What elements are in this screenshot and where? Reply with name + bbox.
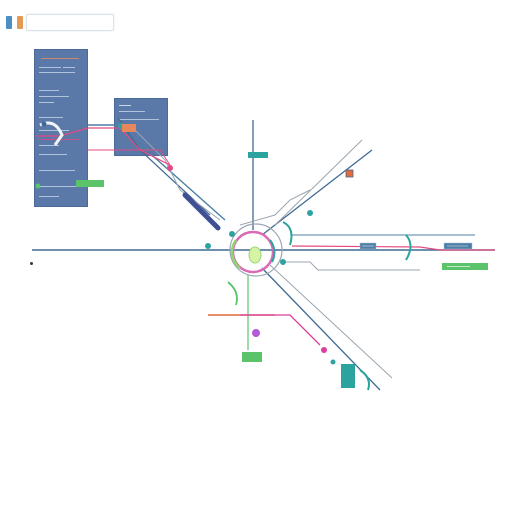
layers-tool-icon[interactable] [6,15,12,29]
hub-arc-green [230,239,241,269]
hub-arc-teal [269,239,276,263]
legend-row [39,186,79,187]
route-diagonal-northwest[interactable] [88,124,226,221]
station-icon[interactable] [321,347,327,353]
legend-row [39,72,75,73]
hub-icon[interactable] [248,246,262,264]
legend-row [39,145,59,146]
station-icon[interactable] [41,121,47,127]
station-icon[interactable] [330,359,336,365]
route-pink-west[interactable] [35,127,171,166]
info-row [119,119,159,120]
legend-row [39,67,61,68]
search-box[interactable] [26,14,114,31]
info-row [119,111,145,112]
route-express-segment[interactable] [182,192,221,231]
route-pink-west-2[interactable] [88,149,173,169]
interchange-icon[interactable] [76,180,104,187]
info-row [119,105,131,106]
route-southeast-gray[interactable] [269,264,393,379]
route-gray-south[interactable] [285,261,420,271]
connector-teal [282,221,293,246]
station-icon[interactable] [167,165,173,171]
interchange-icon[interactable] [345,169,354,178]
legend-row [39,102,54,103]
hub-ring-outer[interactable] [229,223,283,277]
route-northeast[interactable] [261,149,373,236]
legend-row [39,196,59,197]
station-icon[interactable] [35,183,41,189]
route-tool-icon[interactable] [17,15,23,29]
map-toolbar [6,14,23,30]
station-icon[interactable] [307,210,313,216]
interchange-icon[interactable] [248,152,268,158]
legend-row [39,154,67,155]
route-northeast-gray[interactable] [274,139,363,226]
legend-row [39,96,69,97]
legend-row [39,90,59,91]
station-icon[interactable] [280,259,286,265]
station-icon[interactable] [252,329,260,337]
connector-teal [359,369,370,391]
route-magenta-south[interactable] [240,314,321,346]
connector-green [227,281,238,306]
connector-teal [405,234,412,261]
search-input[interactable] [31,18,111,25]
map-origin-marker [30,262,33,265]
interchange-icon[interactable] [341,364,355,388]
legend-row [39,130,69,131]
legend-row [39,117,63,118]
station-icon[interactable] [205,243,211,249]
route-gray-loop[interactable] [239,189,311,226]
station-icon[interactable] [229,231,235,237]
route-pink-east[interactable] [291,245,495,251]
route-gray-northwest[interactable] [134,129,221,221]
interchange-icon[interactable] [122,124,136,132]
interchange-icon[interactable] [242,352,262,362]
legend-panel [34,49,88,207]
legend-row [63,67,75,68]
legend-row [41,58,79,59]
legend-row [39,170,75,171]
